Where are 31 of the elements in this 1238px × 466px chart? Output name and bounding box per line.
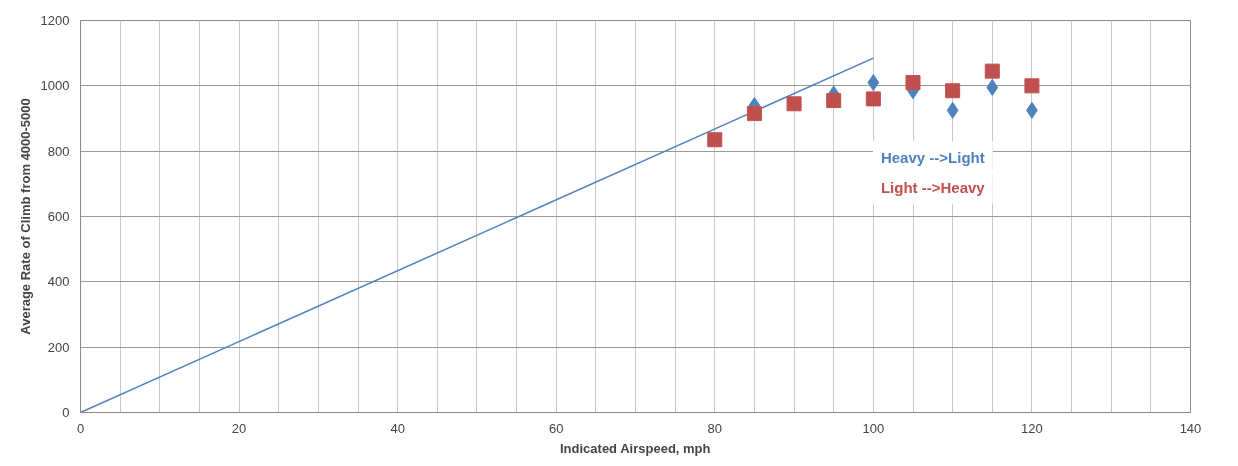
y-tick-label: 400	[47, 274, 70, 290]
x-tick-label: 140	[1179, 420, 1202, 436]
point	[786, 96, 802, 112]
x-tick-label: 20	[231, 420, 247, 436]
y-tick-label: 0	[62, 405, 70, 420]
point	[945, 83, 961, 99]
x-tick-label: 0	[76, 420, 85, 436]
y-tick-label: 200	[47, 339, 70, 355]
point	[867, 74, 880, 92]
x-tick-label: 40	[390, 420, 405, 436]
x-tick-label: 100	[862, 420, 885, 436]
point	[707, 132, 723, 148]
point	[905, 75, 921, 91]
y-tick-label: 800	[47, 143, 70, 159]
y-tick-label: 600	[47, 209, 70, 224]
x-tick-label: 120	[1021, 420, 1043, 436]
point	[865, 91, 881, 107]
y-tick-label: 1000	[40, 78, 70, 94]
point	[746, 106, 762, 122]
point	[1024, 78, 1040, 94]
point	[946, 101, 959, 119]
text: Light -->Heavy	[880, 178, 986, 196]
point	[986, 78, 999, 96]
point	[826, 93, 842, 109]
x-tick-label: 60	[548, 420, 564, 436]
x-tick-label: 80	[707, 420, 723, 436]
x-axis-title: Indicated Airspeed, mph	[560, 440, 711, 456]
y-axis-title: Average Rate of Climb from 4000-5000	[17, 98, 33, 335]
point	[984, 63, 1000, 79]
y-tick-label: 1200	[40, 13, 70, 28]
text: Heavy -->Light	[880, 149, 985, 167]
